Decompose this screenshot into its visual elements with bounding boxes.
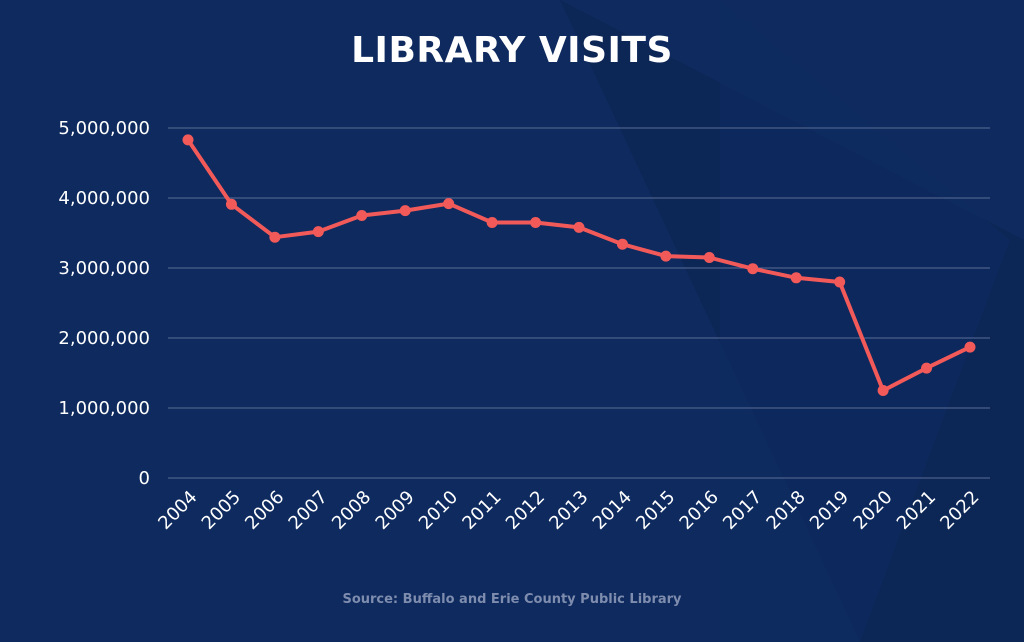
x-tick-label: 2019 bbox=[806, 487, 853, 534]
grid-lines bbox=[168, 127, 990, 479]
data-point bbox=[921, 362, 933, 374]
y-tick-label: 2,000,000 bbox=[58, 328, 150, 349]
data-point bbox=[312, 226, 324, 238]
data-point bbox=[877, 385, 889, 396]
x-tick-label: 2013 bbox=[545, 487, 592, 534]
x-tick-label: 2020 bbox=[849, 487, 896, 534]
series-line bbox=[186, 137, 972, 393]
x-tick-label: 2010 bbox=[415, 487, 462, 534]
x-tick-label: 2016 bbox=[676, 487, 723, 534]
x-tick-label: 2022 bbox=[936, 487, 983, 534]
y-tick-label: 0 bbox=[139, 468, 150, 489]
x-tick-label: 2007 bbox=[285, 487, 332, 534]
x-tick-label: 2006 bbox=[241, 487, 288, 534]
data-point bbox=[399, 205, 411, 217]
data-point bbox=[660, 250, 672, 262]
x-tick-label: 2005 bbox=[198, 487, 245, 534]
x-tick-label: 2009 bbox=[372, 487, 419, 534]
data-point bbox=[616, 238, 628, 250]
y-tick-label: 1,000,000 bbox=[58, 398, 150, 419]
x-tick-label: 2021 bbox=[893, 487, 940, 534]
chart-title: LIBRARY VISITS bbox=[351, 30, 673, 71]
x-tick-label: 2018 bbox=[763, 487, 810, 534]
data-point bbox=[790, 272, 802, 284]
x-tick-label: 2004 bbox=[154, 487, 201, 534]
data-point bbox=[225, 198, 237, 210]
x-tick-label: 2008 bbox=[328, 487, 375, 534]
data-point bbox=[443, 198, 455, 210]
data-point bbox=[703, 252, 715, 263]
y-tick-label: 5,000,000 bbox=[58, 118, 150, 139]
y-tick-label: 4,000,000 bbox=[58, 188, 150, 209]
x-tick-label: 2011 bbox=[458, 487, 505, 534]
x-axis-ticks: 2004200520062007200820092010201120122013… bbox=[154, 487, 983, 534]
y-tick-label: 3,000,000 bbox=[58, 258, 150, 279]
source-note: Source: Buffalo and Erie County Public L… bbox=[342, 592, 682, 607]
x-tick-label: 2017 bbox=[719, 487, 766, 534]
x-tick-label: 2015 bbox=[632, 487, 679, 534]
x-tick-label: 2012 bbox=[502, 487, 549, 534]
x-tick-label: 2014 bbox=[589, 487, 636, 534]
data-point bbox=[834, 276, 846, 288]
data-point bbox=[356, 210, 368, 221]
data-point bbox=[486, 217, 498, 228]
series-line-group bbox=[182, 134, 976, 396]
data-point bbox=[573, 221, 585, 233]
data-point bbox=[747, 263, 759, 275]
y-axis-ticks: 0 1,000,000 2,000,000 3,000,000 4,000,000 5,0… bbox=[58, 118, 150, 489]
data-point bbox=[964, 341, 976, 353]
data-point bbox=[530, 217, 542, 228]
data-point bbox=[269, 231, 281, 243]
data-point bbox=[182, 134, 194, 146]
